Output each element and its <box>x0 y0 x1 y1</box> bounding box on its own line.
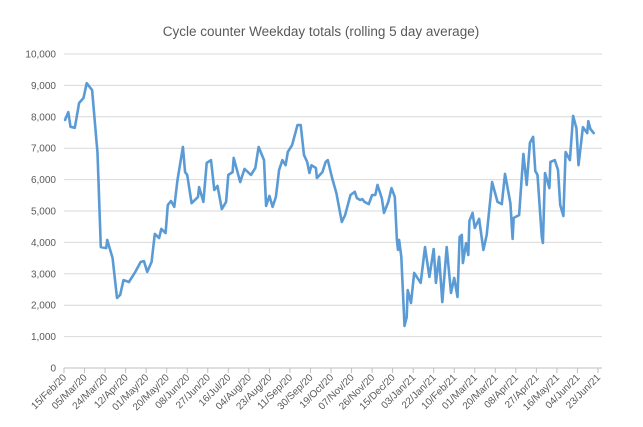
y-tick-label: 8,000 <box>31 112 56 123</box>
y-tick-label: 3,000 <box>31 269 56 280</box>
series-line <box>63 81 595 328</box>
y-tick-label: 9,000 <box>31 81 56 92</box>
chart-title: Cycle counter Weekday totals (rolling 5 … <box>163 24 479 39</box>
y-tick-label: 6,000 <box>31 175 56 186</box>
x-axis-ticks: 15/Feb/2005/Mar/2024/Mar/2012/Apr/2001/M… <box>29 368 603 413</box>
y-tick-label: 5,000 <box>31 207 56 218</box>
y-tick-label: 0 <box>50 364 56 375</box>
series-group <box>63 81 595 328</box>
y-tick-label: 1,000 <box>31 332 56 343</box>
y-tick-label: 7,000 <box>31 144 56 155</box>
y-axis-ticks: 0 1,000 2,000 3,000 4,000 5,000 6,000 7,000 8,00… <box>25 50 56 375</box>
y-tick-label: 4,000 <box>31 238 56 249</box>
y-tick-label: 10,000 <box>25 50 56 61</box>
gridlines <box>64 53 602 369</box>
y-tick-label: 2,000 <box>31 301 56 312</box>
